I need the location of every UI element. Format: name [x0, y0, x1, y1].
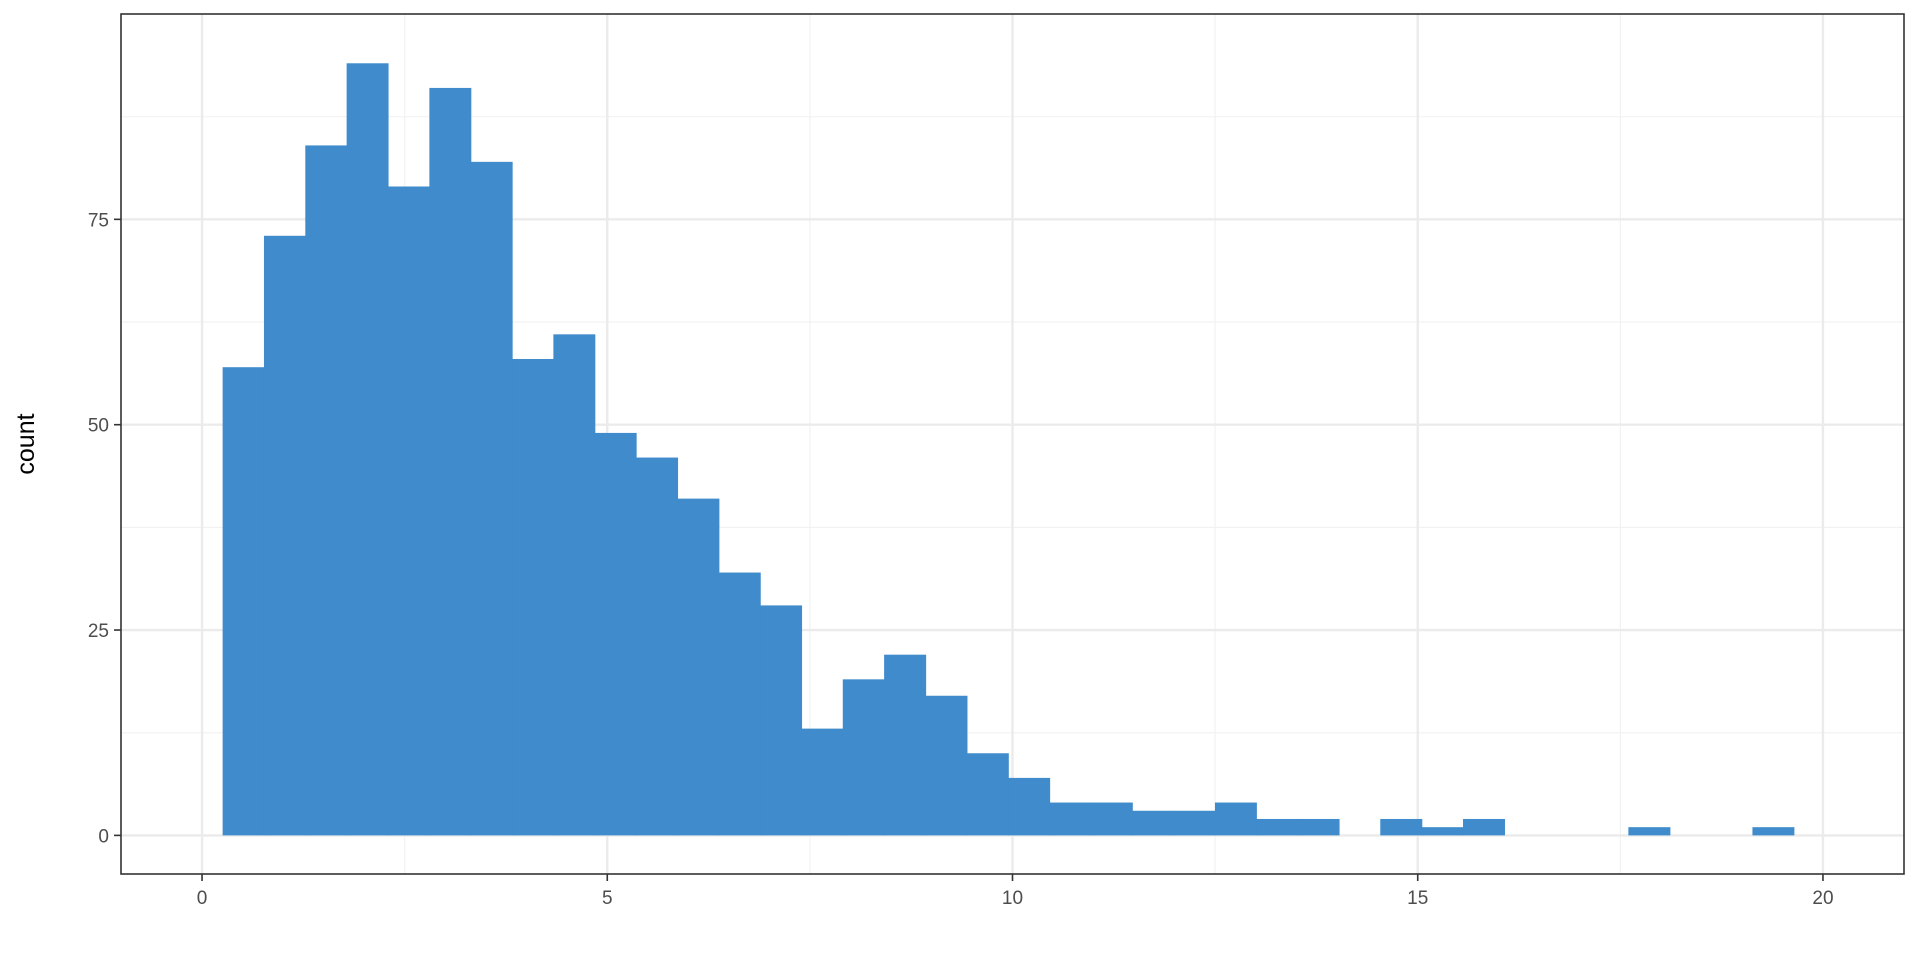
- histogram-bar: [470, 161, 513, 836]
- histogram-bar: [1090, 802, 1133, 836]
- histogram-bar: [429, 87, 472, 836]
- histogram-bar: [718, 572, 761, 836]
- y-tick-label: 0: [98, 826, 109, 847]
- histogram-bars: [222, 63, 1795, 836]
- histogram-bar: [263, 235, 306, 836]
- histogram-bar: [512, 358, 554, 836]
- histogram-bar: [1297, 818, 1340, 836]
- histogram-bar: [1132, 810, 1175, 836]
- histogram-bar: [1173, 810, 1216, 836]
- x-tick-label: 10: [1002, 888, 1023, 909]
- histogram-bar: [1380, 818, 1423, 836]
- histogram-bar: [346, 63, 389, 836]
- y-axis-title: count: [12, 413, 40, 474]
- histogram-bar: [636, 457, 679, 836]
- histogram-bar: [594, 432, 637, 836]
- x-tick-label: 0: [197, 888, 208, 909]
- histogram-bar: [925, 695, 968, 836]
- histogram-bar: [1463, 818, 1505, 836]
- histogram-bar: [760, 605, 803, 836]
- histogram-bar: [1752, 827, 1795, 836]
- histogram-bar: [677, 498, 720, 836]
- histogram-bar: [1628, 827, 1671, 836]
- histogram-bar: [801, 728, 844, 836]
- histogram-bar: [884, 654, 927, 836]
- y-tick-label: 75: [88, 210, 109, 231]
- histogram-bar: [1421, 827, 1464, 836]
- x-axis: 0 5 10 15 20: [197, 874, 1834, 909]
- y-tick-label: 50: [88, 416, 109, 437]
- histogram-bar: [1049, 802, 1092, 836]
- x-tick-label: 5: [602, 888, 613, 909]
- x-tick-label: 15: [1407, 888, 1428, 909]
- histogram-bar: [553, 334, 596, 836]
- histogram-bar: [1008, 777, 1051, 836]
- x-tick-label: 20: [1812, 888, 1833, 909]
- histogram-bar: [1214, 802, 1257, 836]
- histogram-bar: [966, 753, 1009, 836]
- y-tick-label: 25: [88, 621, 109, 642]
- histogram-bar: [387, 186, 430, 836]
- histogram-bar: [1256, 818, 1299, 836]
- histogram-bar: [222, 367, 265, 836]
- histogram-bar: [305, 145, 348, 836]
- histogram-bar: [842, 679, 885, 836]
- y-axis: 0 25 50 75: [88, 210, 121, 847]
